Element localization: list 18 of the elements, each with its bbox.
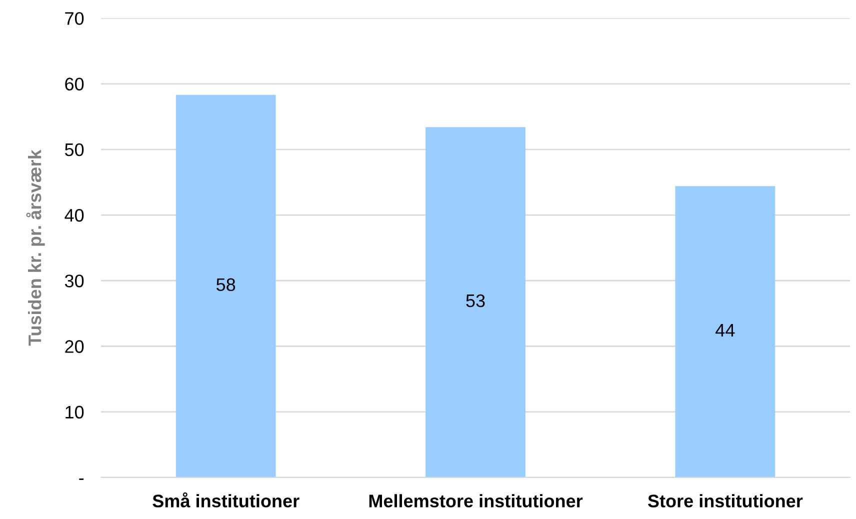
y-tick-label: 50 (64, 143, 84, 156)
y-tick-label: 20 (65, 340, 84, 353)
y-tick-label: 30 (64, 274, 84, 288)
y-axis-title: Tusiden kr. pr. årsværk (26, 150, 45, 346)
y-tick-label: 10 (66, 406, 84, 419)
y-tick-label: 60 (65, 78, 84, 90)
data-label: 53 (466, 294, 485, 308)
y-tick-label: 40 (64, 208, 84, 222)
x-tick-label: Store institutioner (648, 494, 803, 508)
bar (675, 186, 776, 478)
y-tick-label: 70 (65, 12, 84, 25)
x-tick-label: Små institutioner (152, 492, 300, 508)
data-label: 58 (216, 278, 236, 292)
y-tick-label: - (79, 478, 84, 480)
bar (426, 127, 526, 478)
data-label: 44 (716, 324, 735, 336)
x-tick-label: Mellemstore institutioner (369, 494, 583, 508)
bar (176, 94, 276, 478)
